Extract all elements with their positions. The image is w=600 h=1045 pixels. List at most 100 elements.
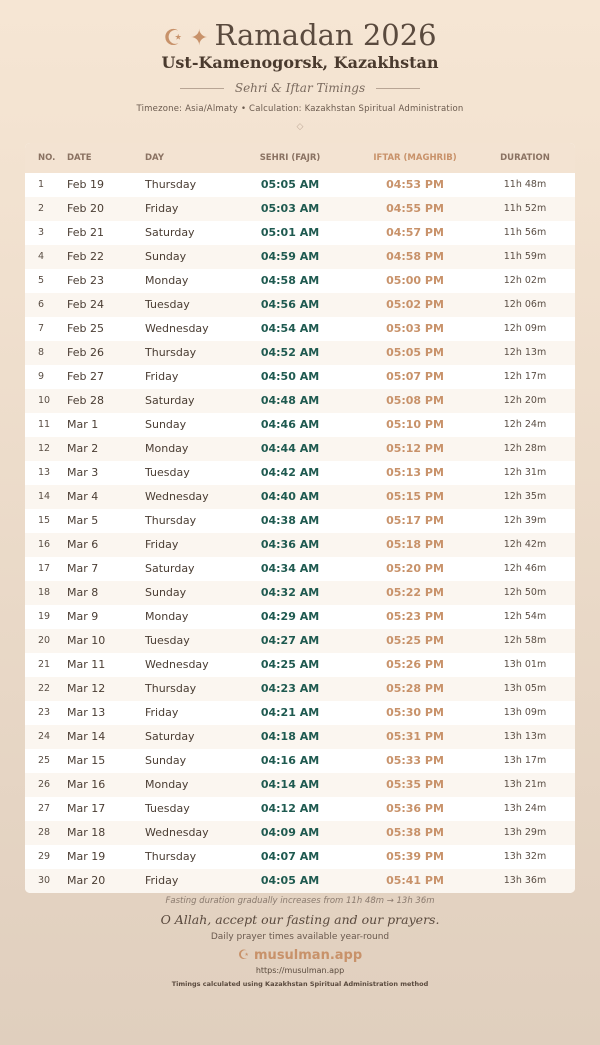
row-date: Feb 27 xyxy=(67,370,104,383)
row-day: Monday xyxy=(145,610,189,623)
row-date: Mar 17 xyxy=(67,802,106,815)
row-duration: 12h 35m xyxy=(503,491,547,502)
row-sehri: 04:48 AM xyxy=(260,394,320,407)
row-no: 12 xyxy=(38,443,51,454)
table-row: 16 Mar 6 Friday 04:36 AM 05:18 PM 12h 42m xyxy=(25,533,575,557)
row-day: Friday xyxy=(145,874,179,887)
row-sehri: 04:38 AM xyxy=(260,514,320,527)
brand-url[interactable]: https://musulman.app xyxy=(255,966,345,975)
row-iftar: 05:30 PM xyxy=(386,706,444,719)
row-iftar: 05:41 PM xyxy=(386,874,444,887)
row-date: Mar 8 xyxy=(67,586,99,599)
row-duration: 12h 06m xyxy=(503,299,547,310)
row-iftar: 05:35 PM xyxy=(386,778,444,791)
row-day: Friday xyxy=(145,370,179,383)
row-day: Thursday xyxy=(145,850,197,863)
row-iftar: 05:31 PM xyxy=(386,730,444,743)
row-day: Sunday xyxy=(145,250,187,263)
row-date: Mar 20 xyxy=(67,874,106,887)
brand[interactable]: ☪ musulman.app xyxy=(0,947,600,964)
row-no: 11 xyxy=(38,419,51,430)
duration-note: Fasting duration gradually increases fro… xyxy=(165,896,435,906)
row-date: Mar 12 xyxy=(67,682,106,695)
row-date: Mar 13 xyxy=(67,706,106,719)
row-no: 1 xyxy=(38,179,45,190)
row-day: Saturday xyxy=(145,394,195,407)
crescent-star-icon: ☪ ✦ xyxy=(163,26,209,51)
row-no: 21 xyxy=(38,659,51,670)
row-no: 9 xyxy=(38,371,45,382)
row-iftar: 05:38 PM xyxy=(386,826,444,839)
title-text: Ramadan 2026 xyxy=(214,18,437,52)
row-sehri: 04:58 AM xyxy=(260,274,320,287)
table-row: 19 Mar 9 Monday 04:29 AM 05:23 PM 12h 54m xyxy=(25,605,575,629)
row-day: Tuesday xyxy=(145,466,190,479)
row-day: Saturday xyxy=(145,226,195,239)
row-date: Mar 18 xyxy=(67,826,106,839)
row-day: Saturday xyxy=(145,730,195,743)
table-row: 17 Mar 7 Saturday 04:34 AM 05:20 PM 12h 46m xyxy=(25,557,575,581)
row-duration: 12h 46m xyxy=(503,563,547,574)
method-note: Timings calculated using Kazakhstan Spir… xyxy=(171,980,429,988)
row-duration: 13h 13m xyxy=(503,731,547,742)
row-iftar: 05:33 PM xyxy=(386,754,444,767)
row-no: 24 xyxy=(38,731,51,742)
row-day: Sunday xyxy=(145,754,187,767)
row-day: Thursday xyxy=(145,682,197,695)
row-duration: 13h 29m xyxy=(503,827,547,838)
row-no: 22 xyxy=(38,683,51,694)
row-iftar: 04:55 PM xyxy=(386,202,444,215)
row-no: 19 xyxy=(38,611,51,622)
row-day: Wednesday xyxy=(145,826,209,839)
row-no: 4 xyxy=(38,251,45,262)
row-date: Mar 7 xyxy=(67,562,99,575)
row-duration: 12h 24m xyxy=(503,419,547,430)
row-sehri: 04:23 AM xyxy=(260,682,320,695)
row-duration: 11h 56m xyxy=(503,227,547,238)
row-duration: 12h 09m xyxy=(503,323,547,334)
row-no: 17 xyxy=(38,563,51,574)
divider xyxy=(376,88,421,89)
col-no: NO. xyxy=(38,153,56,163)
brand-name: musulman.app xyxy=(254,948,363,963)
table-row: 23 Mar 13 Friday 04:21 AM 05:30 PM 13h 09m xyxy=(25,701,575,725)
table-body: 1 Feb 19 Thursday 05:05 AM 04:53 PM 11h 48m 2 F… xyxy=(25,173,575,893)
crescent-icon: ☪ xyxy=(237,948,255,963)
row-iftar: 05:02 PM xyxy=(386,298,444,311)
row-duration: 12h 02m xyxy=(503,275,547,286)
row-day: Friday xyxy=(145,706,179,719)
table-row: 30 Mar 20 Friday 04:05 AM 05:41 PM 13h 36m xyxy=(25,869,575,893)
row-day: Wednesday xyxy=(145,322,209,335)
row-duration: 13h 17m xyxy=(503,755,547,766)
table-row: 24 Mar 14 Saturday 04:18 AM 05:31 PM 13h 13m xyxy=(25,725,575,749)
row-day: Wednesday xyxy=(145,658,209,671)
col-duration: DURATION xyxy=(500,153,550,163)
row-sehri: 04:40 AM xyxy=(260,490,320,503)
row-date: Mar 3 xyxy=(67,466,99,479)
row-date: Mar 5 xyxy=(67,514,99,527)
row-iftar: 05:00 PM xyxy=(386,274,444,287)
table-row: 26 Mar 16 Monday 04:14 AM 05:35 PM 13h 21m xyxy=(25,773,575,797)
row-sehri: 04:07 AM xyxy=(260,850,320,863)
row-date: Feb 24 xyxy=(67,298,104,311)
row-sehri: 04:09 AM xyxy=(260,826,320,839)
table-row: 6 Feb 24 Tuesday 04:56 AM 05:02 PM 12h 06m xyxy=(25,293,575,317)
table-row: 3 Feb 21 Saturday 05:01 AM 04:57 PM 11h 56m xyxy=(25,221,575,245)
row-no: 29 xyxy=(38,851,51,862)
row-iftar: 04:58 PM xyxy=(386,250,444,263)
row-sehri: 04:25 AM xyxy=(260,658,320,671)
row-day: Wednesday xyxy=(145,490,209,503)
row-iftar: 05:25 PM xyxy=(386,634,444,647)
row-sehri: 04:16 AM xyxy=(260,754,320,767)
row-iftar: 05:05 PM xyxy=(386,346,444,359)
city-name: Ust-Kamenogorsk, Kazakhstan xyxy=(161,53,439,72)
row-sehri: 04:18 AM xyxy=(260,730,320,743)
row-duration: 12h 50m xyxy=(503,587,547,598)
row-date: Mar 4 xyxy=(67,490,99,503)
row-duration: 11h 52m xyxy=(503,203,547,214)
row-iftar: 05:28 PM xyxy=(386,682,444,695)
diamond-ornament-icon: ◇ xyxy=(296,122,304,132)
row-sehri: 05:05 AM xyxy=(260,178,320,191)
row-day: Monday xyxy=(145,442,189,455)
row-sehri: 04:36 AM xyxy=(260,538,320,551)
